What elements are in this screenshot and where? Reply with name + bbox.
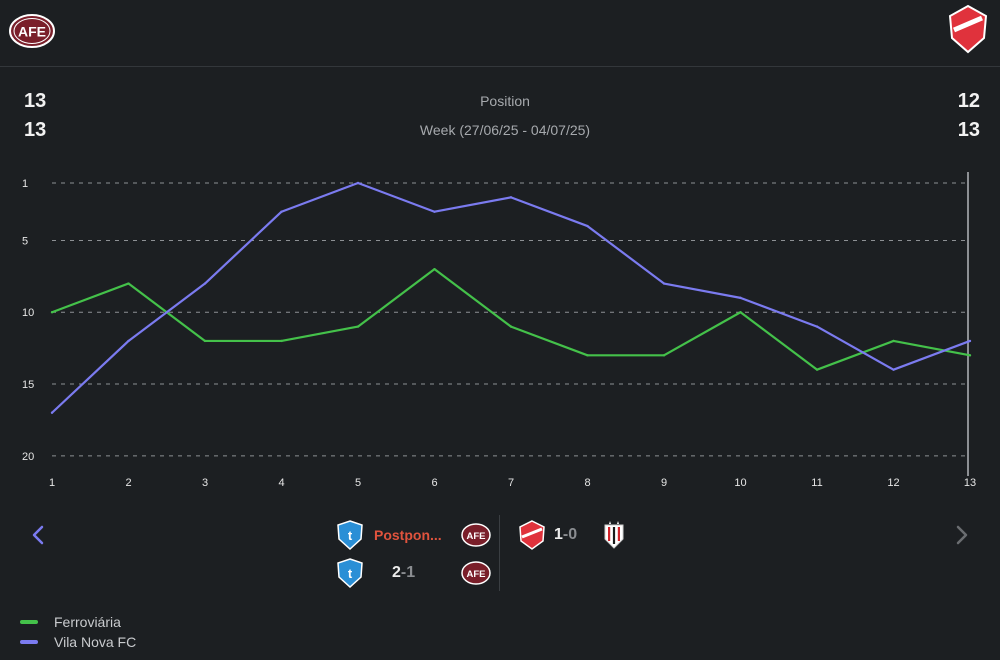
data-point[interactable]	[586, 224, 589, 228]
away-score: 0	[568, 526, 578, 543]
data-point[interactable]	[662, 354, 666, 357]
data-point[interactable]	[662, 282, 666, 285]
postponed-status: Postpon...	[374, 527, 442, 543]
score-separator: -	[400, 564, 407, 581]
vila-nova-crest-icon	[519, 520, 545, 550]
svg-text:t: t	[348, 528, 353, 543]
right-team-position: 12	[957, 90, 980, 112]
home-score: 1	[554, 526, 563, 543]
x-tick-label: 9	[661, 477, 667, 489]
ferroviaria-crest-icon: AFE	[461, 561, 491, 585]
y-tick-label: 15	[22, 379, 34, 391]
data-point[interactable]	[815, 368, 819, 371]
y-tick-label: 20	[22, 451, 34, 463]
data-point[interactable]	[892, 368, 895, 371]
stat-title: Position	[480, 93, 530, 109]
data-point[interactable]	[203, 339, 207, 343]
svg-text:AFE: AFE	[467, 531, 486, 542]
legend-label: Vila Nova FC	[54, 634, 137, 650]
data-point[interactable]	[203, 282, 207, 285]
match-row[interactable]: 1-0	[516, 519, 630, 551]
x-tick-label: 10	[734, 477, 746, 489]
chevron-right-icon[interactable]	[952, 520, 972, 550]
data-point[interactable]	[127, 282, 130, 285]
ferroviaria-crest-icon: AFE	[461, 523, 491, 547]
left-team-position: 13	[24, 90, 47, 112]
legend-swatch	[20, 620, 38, 624]
y-tick-label: 5	[22, 235, 28, 247]
paysandu-crest-icon: t	[337, 520, 363, 551]
atletico-go-crest-icon	[604, 521, 624, 549]
right-team-week-position: 13	[957, 119, 980, 141]
svg-text:t: t	[348, 566, 353, 581]
data-point[interactable]	[433, 210, 436, 213]
series-line[interactable]	[51, 268, 971, 371]
legend-item-ferroviaria[interactable]: Ferroviária	[20, 612, 136, 632]
x-tick-label: 6	[431, 477, 437, 489]
data-point[interactable]	[356, 181, 360, 185]
chart-legend: Ferroviária Vila Nova FC	[20, 612, 136, 652]
data-point[interactable]	[586, 354, 589, 357]
home-score: 2	[392, 564, 401, 581]
data-point[interactable]	[50, 411, 54, 414]
chevron-left-icon[interactable]	[28, 520, 48, 550]
vila-nova-crest-icon[interactable]	[946, 4, 990, 54]
x-tick-label: 4	[278, 477, 284, 489]
data-point[interactable]	[509, 196, 513, 199]
x-tick-label: 7	[508, 477, 514, 489]
away-score: 1	[406, 564, 416, 581]
data-point[interactable]	[739, 311, 742, 314]
data-point[interactable]	[739, 296, 742, 300]
x-tick-label: 3	[202, 477, 208, 489]
match-score: 1-0	[554, 526, 598, 544]
x-tick-label: 5	[355, 477, 361, 489]
data-point[interactable]	[127, 339, 130, 343]
data-point[interactable]	[968, 354, 972, 357]
x-tick-label: 2	[125, 477, 131, 489]
svg-text:AFE: AFE	[18, 24, 46, 40]
x-tick-label: 13	[964, 477, 976, 489]
data-point[interactable]	[815, 325, 819, 328]
paysandu-crest-icon: t	[337, 558, 363, 589]
match-row[interactable]: t 2-1 AFE	[334, 557, 492, 589]
data-point[interactable]	[50, 311, 54, 314]
data-point[interactable]	[280, 339, 283, 343]
week-range-label: Week (27/06/25 - 04/07/25)	[419, 122, 591, 138]
header-bar: AFE	[0, 0, 1000, 67]
legend-item-vila-nova[interactable]: Vila Nova FC	[20, 632, 136, 652]
score-separator: -	[562, 526, 569, 543]
legend-label: Ferroviária	[54, 614, 121, 630]
x-tick-label: 8	[584, 477, 590, 489]
x-tick-label: 11	[811, 477, 822, 489]
match-divider	[499, 515, 500, 591]
ferroviaria-crest-icon[interactable]: AFE	[8, 12, 56, 50]
y-tick-label: 1	[22, 178, 28, 190]
svg-text:AFE: AFE	[467, 569, 486, 580]
y-tick-label: 10	[22, 307, 34, 319]
data-point[interactable]	[433, 267, 436, 271]
left-team-week-position: 13	[24, 119, 47, 141]
x-tick-label: 1	[49, 477, 55, 489]
match-row[interactable]: t Postpon... AFE	[334, 519, 492, 551]
match-score: 2-1	[392, 564, 454, 582]
data-point[interactable]	[509, 325, 513, 328]
data-point[interactable]	[356, 325, 360, 328]
x-tick-label: 12	[887, 477, 899, 489]
data-point[interactable]	[968, 339, 972, 343]
data-point[interactable]	[892, 339, 895, 343]
series-line[interactable]	[51, 181, 971, 414]
legend-swatch	[20, 640, 38, 644]
data-point[interactable]	[280, 210, 283, 213]
